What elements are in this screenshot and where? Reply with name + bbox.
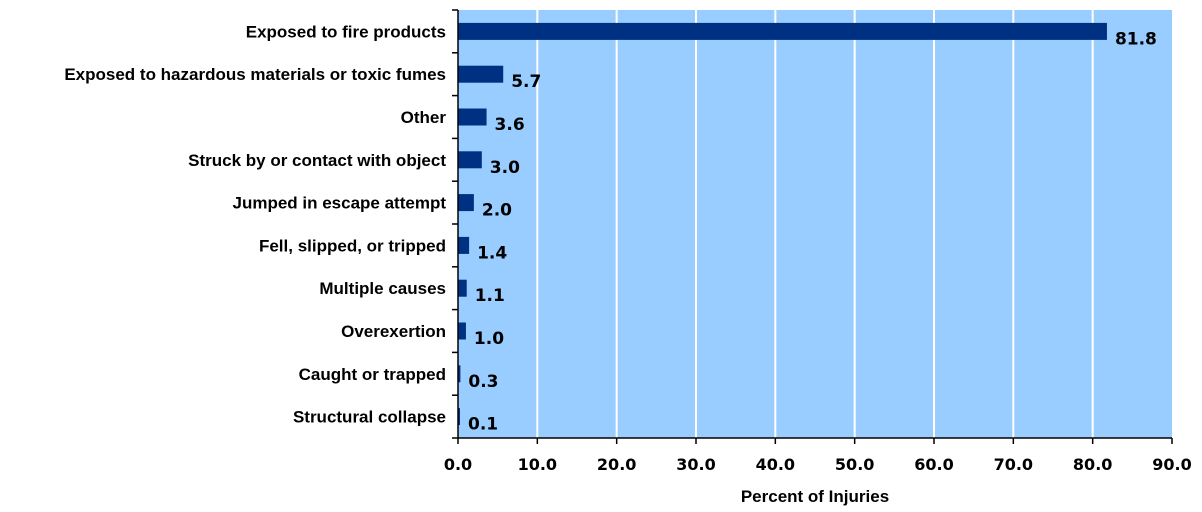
grid-lines	[536, 10, 1094, 438]
axes	[452, 9, 1173, 444]
data-label: 3.0	[490, 158, 520, 178]
bar	[458, 108, 487, 126]
data-label: 0.1	[468, 415, 498, 435]
bar	[458, 279, 467, 297]
x-tick-label: 10.0	[518, 455, 557, 474]
bar	[458, 236, 470, 254]
category-label: Caught or trapped	[299, 365, 446, 384]
category-label: Other	[401, 108, 447, 127]
category-label: Structural collapse	[293, 408, 446, 427]
data-label: 1.0	[474, 329, 504, 349]
category-label: Jumped in escape attempt	[232, 194, 446, 213]
x-tick-label: 20.0	[597, 455, 636, 474]
x-tick-label: 50.0	[835, 455, 874, 474]
category-label: Overexertion	[341, 322, 446, 341]
x-tick-label: 30.0	[676, 455, 715, 474]
x-tick-label: 0.0	[444, 455, 472, 474]
data-label: 1.1	[475, 286, 505, 306]
bar	[458, 365, 461, 383]
bar	[458, 65, 504, 83]
labels: Exposed to fire products 81.8 Exposed to h…	[64, 22, 1191, 474]
x-tick-label: 70.0	[994, 455, 1033, 474]
category-label: Exposed to hazardous materials or toxic …	[64, 65, 446, 84]
data-label: 1.4	[477, 243, 507, 263]
bar	[458, 194, 474, 212]
x-axis-title: Percent of Injuries	[741, 487, 889, 506]
bar	[458, 322, 466, 340]
x-tick-label: 40.0	[756, 455, 795, 474]
bar	[458, 151, 482, 169]
data-label: 3.6	[495, 115, 525, 135]
category-label: Fell, slipped, or tripped	[259, 236, 446, 255]
bar	[458, 408, 460, 426]
category-label: Struck by or contact with object	[188, 151, 446, 170]
category-label: Exposed to fire products	[246, 22, 446, 41]
x-tick-label: 60.0	[914, 455, 953, 474]
category-label: Multiple causes	[319, 279, 446, 298]
data-label: 2.0	[482, 201, 512, 221]
data-label: 0.3	[468, 372, 498, 392]
bars	[458, 22, 1107, 426]
x-tick-label: 80.0	[1073, 455, 1112, 474]
data-label: 5.7	[511, 72, 541, 92]
plot-background	[458, 10, 1172, 438]
x-tick-label: 90.0	[1152, 455, 1191, 474]
bar	[458, 22, 1107, 40]
data-label: 81.8	[1115, 29, 1157, 49]
